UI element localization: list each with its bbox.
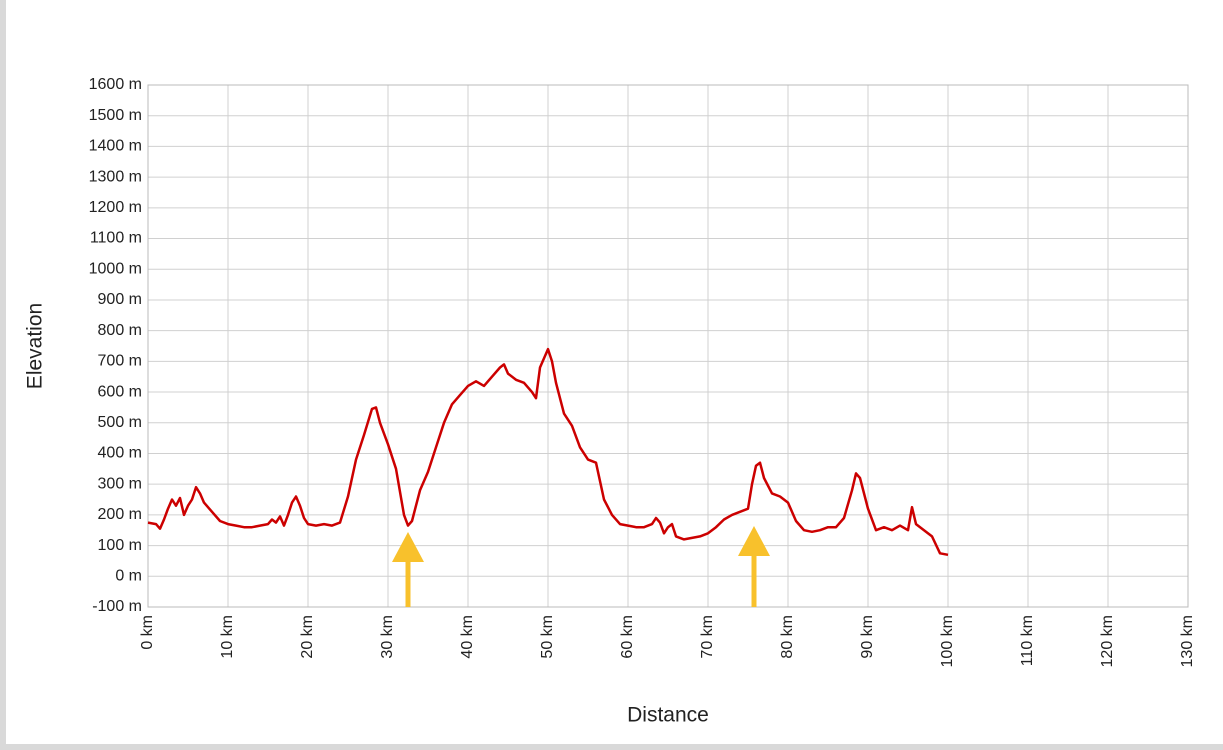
y-tick-label: 300 m — [98, 475, 142, 492]
plot-border — [147, 84, 1189, 608]
y-axis-title: Elevation — [24, 303, 47, 389]
x-tick-label: 100 km — [939, 615, 956, 667]
y-tick-label: 900 m — [98, 291, 142, 308]
x-tick-label: 120 km — [1099, 615, 1116, 667]
y-tick-label: 200 m — [98, 506, 142, 523]
x-tick-label: 70 km — [699, 615, 716, 659]
y-tick-label: 1600 m — [89, 76, 142, 93]
y-tick-label: 1400 m — [89, 138, 142, 155]
x-tick-label: 110 km — [1019, 615, 1036, 666]
x-tick-label: 60 km — [619, 615, 636, 659]
y-tick-label: 400 m — [98, 445, 142, 462]
background — [6, 0, 1223, 744]
y-tick-label: 1200 m — [89, 199, 142, 216]
y-tick-label: 1300 m — [89, 168, 142, 185]
y-tick-label: -100 m — [92, 598, 142, 615]
x-tick-label: 30 km — [379, 615, 396, 659]
y-tick-label: 600 m — [98, 383, 142, 400]
y-tick-label: 500 m — [98, 414, 142, 431]
x-tick-label: 0 km — [139, 615, 156, 650]
y-tick-label: 1500 m — [89, 107, 142, 124]
x-tick-label: 50 km — [539, 615, 556, 659]
x-axis-title: Distance — [627, 704, 709, 727]
y-tick-label: 1100 m — [90, 230, 142, 247]
y-tick-label: 0 m — [115, 568, 142, 585]
x-tick-label: 20 km — [299, 615, 316, 659]
x-tick-label: 90 km — [859, 615, 876, 659]
y-tick-label: 100 m — [98, 537, 142, 554]
x-tick-label: 40 km — [459, 615, 476, 659]
y-tick-label: 800 m — [98, 322, 142, 339]
y-tick-label: 1000 m — [89, 260, 142, 277]
x-tick-label: 130 km — [1179, 615, 1196, 667]
annotation-arrow — [392, 526, 770, 607]
elevation-line — [147, 347, 949, 557]
y-tick-label: 700 m — [98, 353, 142, 370]
x-tick-label: 10 km — [219, 615, 236, 659]
plot-area: -100 m 0 m 100 m 200 m 300 m 400 m 500 m 600 m 7… — [89, 76, 1197, 667]
x-tick-label: 80 km — [779, 615, 796, 659]
